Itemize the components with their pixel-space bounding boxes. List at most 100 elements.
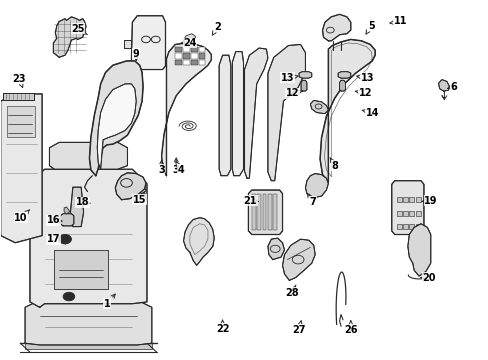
Text: 22: 22	[215, 320, 229, 334]
Polygon shape	[30, 169, 147, 307]
Polygon shape	[53, 17, 86, 57]
Polygon shape	[183, 34, 195, 44]
Polygon shape	[161, 43, 211, 176]
Text: 13: 13	[280, 73, 298, 83]
Polygon shape	[391, 181, 423, 234]
Polygon shape	[396, 225, 401, 229]
Polygon shape	[190, 46, 197, 52]
Text: 7: 7	[307, 193, 316, 207]
Polygon shape	[89, 61, 143, 176]
Polygon shape	[54, 250, 108, 289]
Text: 9: 9	[133, 49, 140, 60]
Polygon shape	[262, 194, 266, 230]
Polygon shape	[175, 53, 182, 59]
Polygon shape	[415, 225, 420, 229]
Text: 14: 14	[362, 108, 378, 118]
Polygon shape	[123, 40, 131, 48]
Text: 27: 27	[292, 321, 305, 335]
Polygon shape	[183, 59, 189, 65]
Text: 12: 12	[355, 88, 371, 98]
Polygon shape	[115, 173, 146, 200]
Polygon shape	[273, 194, 277, 230]
Polygon shape	[339, 80, 345, 91]
Polygon shape	[415, 211, 420, 216]
Text: 12: 12	[285, 88, 302, 98]
Polygon shape	[219, 55, 230, 176]
Text: 18: 18	[76, 197, 90, 207]
Polygon shape	[257, 194, 261, 230]
Polygon shape	[337, 72, 350, 78]
Polygon shape	[198, 53, 205, 59]
Polygon shape	[438, 80, 448, 91]
Text: 6: 6	[447, 82, 457, 92]
Bar	[54, 250, 108, 289]
Polygon shape	[396, 211, 401, 216]
Polygon shape	[25, 343, 152, 348]
Text: 16: 16	[46, 215, 62, 225]
Text: 25: 25	[71, 24, 87, 35]
Polygon shape	[402, 225, 407, 229]
Polygon shape	[60, 214, 74, 226]
Polygon shape	[190, 59, 197, 65]
Polygon shape	[131, 16, 165, 69]
Polygon shape	[198, 46, 205, 52]
Polygon shape	[0, 94, 42, 243]
Bar	[6, 107, 35, 137]
Polygon shape	[251, 194, 255, 230]
Circle shape	[59, 234, 71, 244]
Text: 11: 11	[389, 17, 407, 27]
Text: 24: 24	[181, 38, 196, 48]
Polygon shape	[183, 53, 189, 59]
Text: 1: 1	[103, 294, 115, 309]
Text: 23: 23	[13, 74, 26, 87]
Polygon shape	[190, 53, 197, 59]
Polygon shape	[408, 225, 413, 229]
Polygon shape	[282, 239, 315, 280]
Polygon shape	[248, 190, 282, 234]
Polygon shape	[175, 46, 182, 52]
Polygon shape	[408, 211, 413, 216]
Polygon shape	[299, 72, 311, 78]
Polygon shape	[310, 100, 328, 114]
Polygon shape	[175, 59, 182, 65]
Polygon shape	[402, 211, 407, 216]
Polygon shape	[267, 194, 271, 230]
Text: 13: 13	[356, 73, 373, 83]
Polygon shape	[232, 51, 243, 176]
Polygon shape	[70, 187, 83, 226]
Polygon shape	[322, 14, 350, 41]
Polygon shape	[25, 300, 152, 345]
Polygon shape	[408, 197, 413, 202]
Text: 20: 20	[420, 273, 435, 283]
Text: 21: 21	[243, 196, 258, 206]
Text: 3: 3	[158, 160, 164, 175]
Polygon shape	[415, 197, 420, 202]
Polygon shape	[244, 48, 267, 178]
Polygon shape	[320, 40, 374, 182]
Circle shape	[63, 292, 75, 301]
Polygon shape	[267, 238, 284, 260]
Text: 2: 2	[212, 22, 221, 35]
Polygon shape	[198, 59, 205, 65]
Polygon shape	[64, 207, 70, 214]
Polygon shape	[396, 197, 401, 202]
Polygon shape	[49, 142, 127, 169]
Text: 3: 3	[172, 158, 179, 175]
Text: 10: 10	[14, 210, 29, 222]
Text: 8: 8	[329, 158, 338, 171]
Text: 26: 26	[344, 321, 357, 335]
Polygon shape	[402, 197, 407, 202]
Circle shape	[61, 237, 68, 242]
Polygon shape	[305, 174, 328, 198]
Text: 28: 28	[285, 285, 299, 298]
Polygon shape	[97, 84, 136, 169]
Polygon shape	[301, 80, 306, 91]
Polygon shape	[407, 224, 430, 276]
Polygon shape	[3, 93, 34, 100]
Polygon shape	[267, 44, 305, 181]
Text: 19: 19	[421, 196, 437, 206]
Text: 5: 5	[365, 21, 374, 34]
Polygon shape	[183, 218, 214, 265]
Polygon shape	[183, 46, 189, 52]
Text: 4: 4	[176, 162, 184, 175]
